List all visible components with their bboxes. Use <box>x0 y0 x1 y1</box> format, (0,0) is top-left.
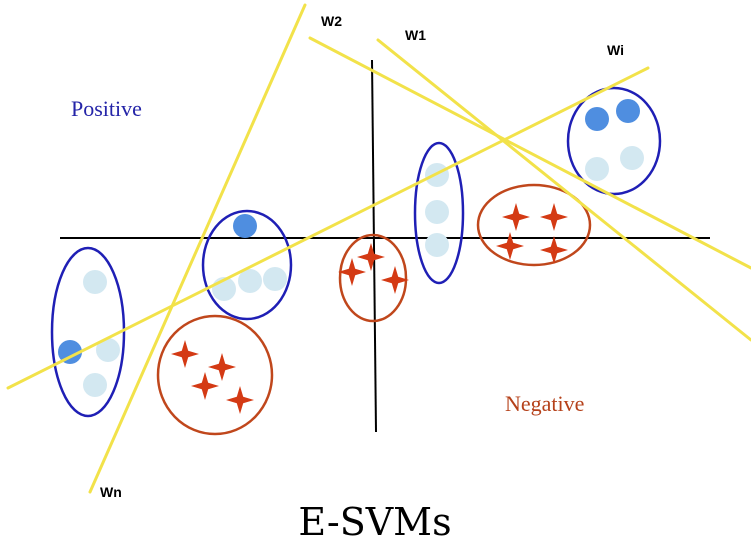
unlabeled-point <box>425 233 449 257</box>
unlabeled-point <box>263 267 287 291</box>
positive-point <box>233 214 257 238</box>
negative-star <box>226 386 254 414</box>
unlabeled-point <box>585 157 609 181</box>
unlabeled-point <box>83 373 107 397</box>
negative-star <box>338 258 366 286</box>
positive-point <box>58 340 82 364</box>
hyperplane-wn <box>88 3 307 494</box>
points <box>58 99 644 397</box>
negative-star <box>191 372 219 400</box>
negative-stars <box>171 203 568 414</box>
label-wn: Wn <box>100 484 122 500</box>
y-axis <box>371 59 377 433</box>
negative-star <box>502 203 530 231</box>
positive-point <box>616 99 640 123</box>
label-w2: W2 <box>321 13 342 29</box>
hyperplane-w2 <box>308 36 751 270</box>
negative-star <box>540 236 568 264</box>
unlabeled-point <box>620 146 644 170</box>
unlabeled-point <box>425 200 449 224</box>
positive-point <box>585 107 609 131</box>
negative-cluster-right <box>476 183 592 267</box>
label-wi: Wi <box>607 42 624 58</box>
negative-cluster-center <box>338 233 408 323</box>
unlabeled-point <box>238 269 262 293</box>
positive-cluster-right <box>566 86 662 196</box>
negative-star <box>208 353 236 381</box>
label-w1: W1 <box>405 27 426 43</box>
hyperplane-w1 <box>376 38 751 342</box>
negative-star <box>496 232 524 260</box>
label-positive: Positive <box>71 96 142 121</box>
label-negative: Negative <box>505 391 584 416</box>
positive-cluster-mid <box>201 209 293 321</box>
positive-cluster-center <box>413 141 465 285</box>
negative-cluster-bottom-left <box>156 314 274 436</box>
negative-star <box>357 243 385 271</box>
negative-star <box>381 266 409 294</box>
hyperplane-wi <box>6 66 650 390</box>
unlabeled-point <box>83 270 107 294</box>
negative-star <box>171 340 199 368</box>
unlabeled-point <box>96 338 120 362</box>
negative-star <box>540 203 568 231</box>
hyperplanes <box>6 3 751 494</box>
clusters <box>50 86 662 436</box>
positive-cluster-left <box>50 246 126 418</box>
caption: E-SVMs <box>298 500 451 544</box>
